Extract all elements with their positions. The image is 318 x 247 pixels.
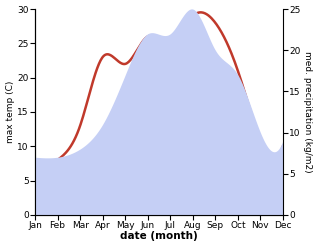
Y-axis label: med. precipitation (kg/m2): med. precipitation (kg/m2) xyxy=(303,51,313,173)
Y-axis label: max temp (C): max temp (C) xyxy=(5,81,15,143)
X-axis label: date (month): date (month) xyxy=(120,231,198,242)
